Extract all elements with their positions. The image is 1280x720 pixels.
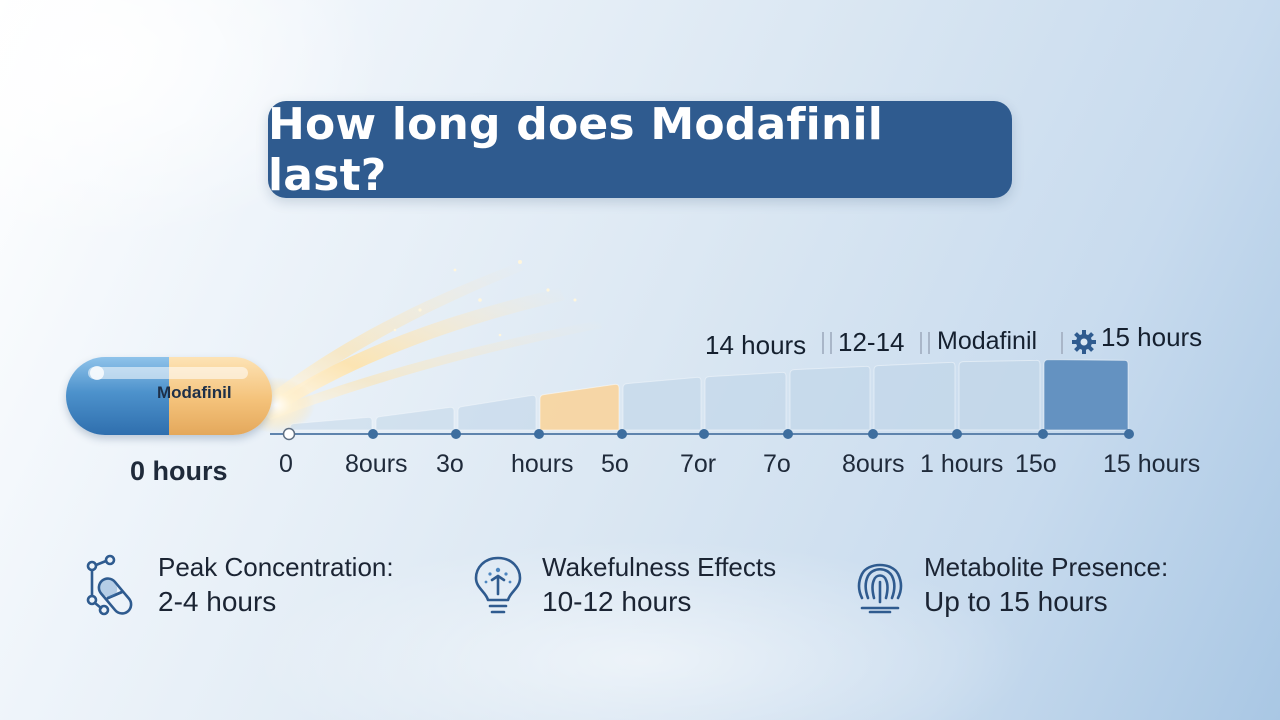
page-title: How long does Modafinil last?: [268, 98, 884, 201]
timeline-node: [1038, 429, 1048, 439]
separator: [830, 332, 832, 354]
capsule-label: Modafinil: [157, 383, 232, 402]
duration-bar: [375, 406, 455, 431]
start-label: 0 hours: [130, 456, 228, 486]
separator: [822, 332, 824, 354]
duration-bars: [289, 359, 1129, 431]
timeline-node: [699, 429, 709, 439]
tick-label: 8ours: [842, 450, 905, 478]
tick-label: 7or: [680, 450, 717, 478]
tick-label: 3o: [436, 450, 464, 478]
feature-title: Metabolite Presence:: [924, 552, 1169, 582]
tick-label: 0: [279, 450, 293, 478]
feature-value: 2-4 hours: [158, 586, 277, 617]
feature-peak-concentration: Peak Concentration: 2-4 hours: [82, 552, 442, 622]
molecule-pill-icon: [86, 554, 133, 616]
timeline-node: [868, 429, 878, 439]
top-label: Modafinil: [937, 327, 1038, 355]
feature-value: 10-12 hours: [542, 586, 692, 617]
duration-bar: [289, 416, 373, 431]
separator: [920, 332, 922, 354]
capsule-shine: [88, 367, 248, 379]
top-label: 14 hours: [705, 330, 807, 360]
separator: [928, 332, 930, 354]
duration-bar: [873, 361, 956, 431]
timeline-node: [1124, 429, 1134, 439]
duration-bar: [789, 365, 871, 431]
tick-label: 15 hours: [1103, 450, 1201, 478]
tick-label: 15o: [1015, 450, 1057, 478]
lightbulb-icon: [474, 556, 522, 614]
feature-title: Wakefulness Effects: [542, 552, 777, 582]
feature-wakefulness-effects: Wakefulness Effects 10-12 hours: [466, 552, 826, 622]
separator: [1061, 332, 1063, 354]
tick-label: 7o: [763, 450, 791, 478]
duration-bar: [704, 371, 787, 431]
modafinil-capsule: Modafinil: [66, 357, 272, 435]
title-banner: How long does Modafinil last?: [268, 98, 1012, 201]
capsule-highlight: [90, 366, 104, 380]
timeline-node: [451, 429, 461, 439]
top-label: 12-14: [838, 327, 905, 357]
tick-label: hours: [511, 450, 574, 478]
top-label: 15 hours: [1101, 322, 1203, 352]
timeline-node: [952, 429, 962, 439]
duration-bar: [539, 383, 620, 431]
duration-bar: [622, 376, 702, 431]
tick-label: 5o: [601, 450, 629, 478]
tick-label: 8ours: [345, 450, 408, 478]
timeline-node: [617, 429, 627, 439]
timeline-node: [534, 429, 544, 439]
gear-icon: [1072, 330, 1096, 354]
timeline-node: [282, 427, 296, 441]
fingerprint-icon: [857, 563, 903, 614]
timeline-node: [783, 429, 793, 439]
feature-title: Peak Concentration:: [158, 552, 394, 582]
duration-bar: [1043, 359, 1129, 431]
feature-value: Up to 15 hours: [924, 586, 1108, 617]
duration-bar: [958, 359, 1041, 431]
timeline-nodes: [282, 427, 1134, 441]
timeline-node: [368, 429, 378, 439]
tick-label: 1 hours: [920, 450, 1004, 478]
duration-bar: [457, 394, 537, 431]
feature-metabolite-presence: Metabolite Presence: Up to 15 hours: [848, 552, 1228, 622]
